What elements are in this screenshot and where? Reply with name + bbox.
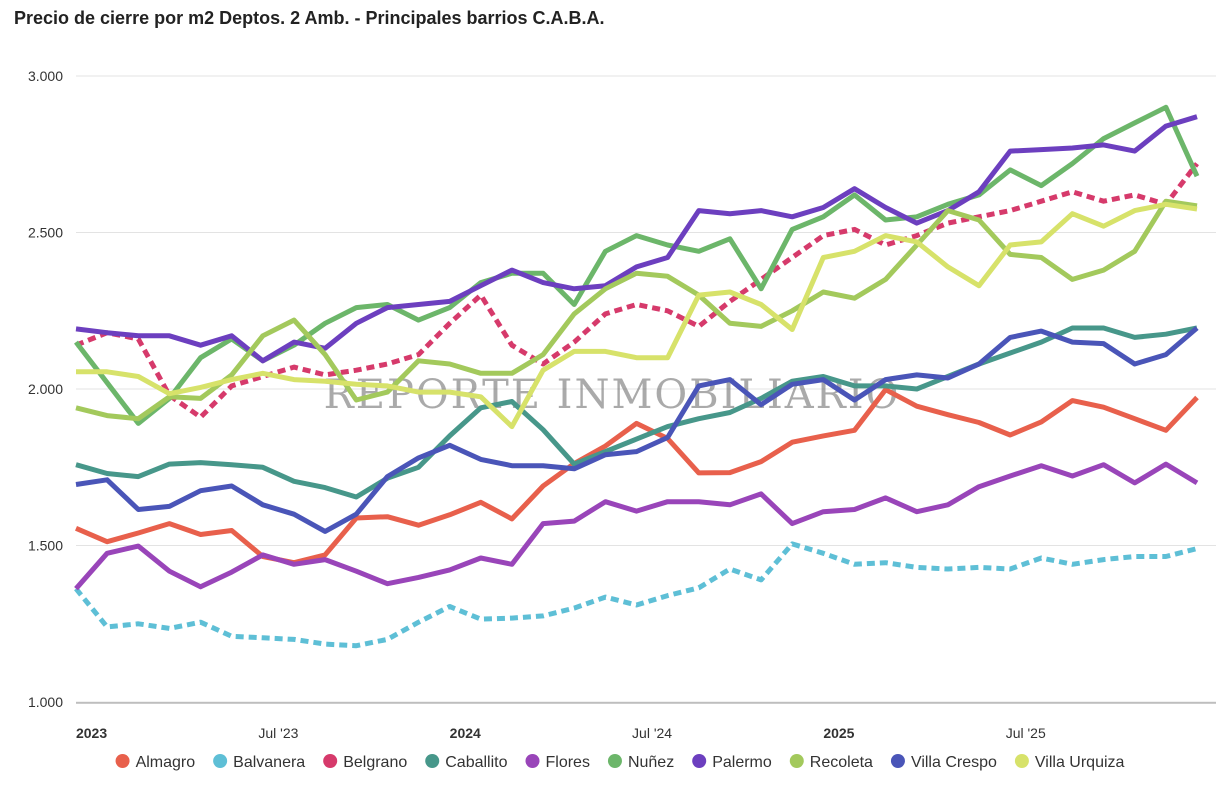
y-axis: 1.000 1.500 2.000 2.500 3.000	[28, 68, 63, 710]
legend-marker	[213, 754, 228, 768]
chart-title: Precio de cierre por m2 Deptos. 2 Amb. -…	[14, 8, 605, 28]
series-line-balvanera[interactable]	[74, 541, 1198, 649]
legend-label: Palermo	[712, 754, 772, 771]
legend-item-almagro[interactable]: Almagro	[115, 754, 196, 771]
y-tick-label: 3.000	[28, 68, 63, 84]
legend-label: Villa Crespo	[911, 754, 997, 771]
legend-marker	[692, 754, 707, 768]
x-tick-label: 2023	[76, 725, 107, 741]
legend-marker	[1014, 754, 1029, 768]
legend-item-balvanera[interactable]: Balvanera	[213, 754, 305, 771]
legend-label: Recoleta	[810, 754, 873, 771]
gridlines	[76, 75, 1216, 703]
series-lines	[74, 104, 1200, 649]
legend-marker	[890, 754, 905, 768]
legend-label: Belgrano	[343, 754, 407, 771]
legend-label: Flores	[546, 754, 590, 771]
series-line-villa-urquiza[interactable]	[76, 201, 1198, 430]
series-line-flores[interactable]	[74, 461, 1199, 591]
legend-marker	[425, 754, 440, 768]
series-line-villa-crespo[interactable]	[75, 326, 1199, 534]
series-line-recoleta[interactable]	[75, 198, 1198, 422]
x-tick-label: 2025	[823, 725, 854, 741]
legend-marker	[323, 754, 338, 768]
x-tick-label: 2024	[450, 725, 481, 741]
legend-marker	[789, 754, 804, 768]
legend-marker	[607, 754, 622, 768]
y-tick-label: 1.500	[28, 538, 63, 554]
legend-label: Nuñez	[628, 754, 674, 771]
legend-label: Balvanera	[233, 754, 305, 771]
legend-item-flores[interactable]: Flores	[525, 754, 590, 771]
legend-item-belgrano[interactable]: Belgrano	[323, 754, 407, 771]
legend-item-caballito[interactable]: Caballito	[425, 754, 508, 771]
legend-item-villa-crespo[interactable]: Villa Crespo	[890, 754, 997, 771]
legend[interactable]: Almagro Balvanera Belgrano Caballito Flores N…	[115, 754, 1125, 771]
x-tick-label: Jul '25	[1006, 725, 1046, 741]
y-tick-label: 2.000	[28, 381, 63, 397]
legend-marker	[525, 754, 540, 768]
x-tick-label: Jul '23	[258, 725, 298, 741]
y-tick-label: 2.500	[28, 225, 63, 241]
x-axis: 2023 Jul '23 2024 Jul '24 2025 Jul '25	[76, 702, 1216, 741]
legend-label: Almagro	[136, 754, 196, 771]
legend-item-villa-urquiza[interactable]: Villa Urquiza	[1014, 754, 1125, 771]
legend-label: Villa Urquiza	[1035, 754, 1125, 771]
series-line-palermo[interactable]	[75, 114, 1198, 364]
legend-item-nuñez[interactable]: Nuñez	[607, 754, 674, 771]
x-tick-label: Jul '24	[632, 725, 672, 741]
y-tick-label: 1.000	[28, 694, 63, 710]
legend-item-recoleta[interactable]: Recoleta	[789, 754, 873, 771]
legend-marker	[115, 754, 130, 768]
series-line-caballito[interactable]	[75, 325, 1198, 500]
legend-label: Caballito	[445, 754, 507, 771]
legend-item-palermo[interactable]: Palermo	[692, 754, 772, 771]
